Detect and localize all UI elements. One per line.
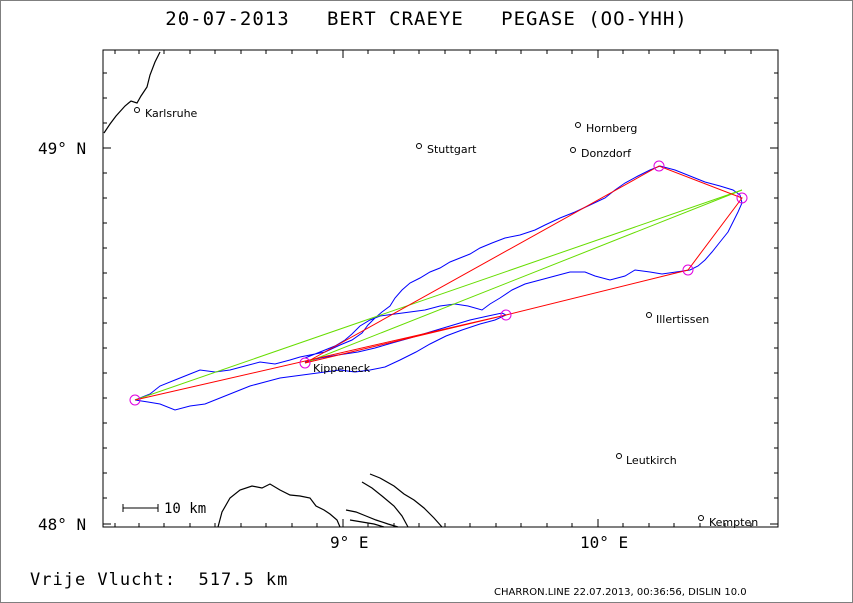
turnpoint-kippeneck: [299, 357, 311, 369]
turnpoint-4: [736, 192, 748, 204]
terrain-lines: [103, 51, 443, 528]
city-label-donzdorf: Donzdorf: [581, 147, 632, 160]
turnpoint-5: [653, 160, 665, 172]
city-label-kippeneck: Kippeneck: [313, 362, 371, 375]
city-marker-hornberg: [575, 122, 581, 128]
city-label-stuttgart: Stuttgart: [427, 143, 477, 156]
turnpoint-start: [129, 394, 141, 406]
city-label-kempten: Kempten: [709, 516, 758, 529]
lat-label-48: 48° N: [38, 515, 86, 534]
scale-bar: 10 km: [122, 501, 206, 517]
page-title: 20-07-2013 BERT CRAEYE PEGASE (OO-YHH): [165, 8, 688, 30]
flight-track: [134, 165, 743, 411]
city-label-illertissen: Illertissen: [656, 313, 709, 326]
city-label-karlsruhe: Karlsruhe: [145, 107, 198, 120]
city-marker-leutkirch: [616, 453, 622, 459]
city-marker-donzdorf: [570, 147, 576, 153]
city-marker-stuttgart: [416, 143, 422, 149]
footer-info: CHARRON.LINE 22.07.2013, 00:36:56, DISLI…: [494, 587, 747, 598]
city-marker-kempten: [698, 515, 704, 521]
lat-label-49: 49° N: [38, 139, 86, 158]
map-border: [102, 49, 779, 528]
lon-label-9: 9° E: [330, 533, 369, 552]
free-flight-route: [134, 165, 743, 401]
axis-ticks: [103, 50, 778, 527]
turnpoint-2: [500, 309, 512, 321]
scale-bar-label: 10 km: [164, 501, 206, 517]
lon-label-10: 10° E: [580, 533, 628, 552]
city-markers: Karlsruhe Stuttgart Hornberg Donzdorf Il…: [134, 107, 758, 529]
turnpoints: [129, 160, 748, 406]
turnpoint-3: [682, 264, 694, 276]
city-label-hornberg: Hornberg: [586, 122, 637, 135]
city-marker-illertissen: [646, 312, 652, 318]
city-label-leutkirch: Leutkirch: [626, 454, 677, 467]
free-flight-distance: Vrije Vlucht: 517.5 km: [30, 570, 289, 590]
city-marker-karlsruhe: [134, 107, 140, 113]
alternate-route: [134, 189, 743, 401]
